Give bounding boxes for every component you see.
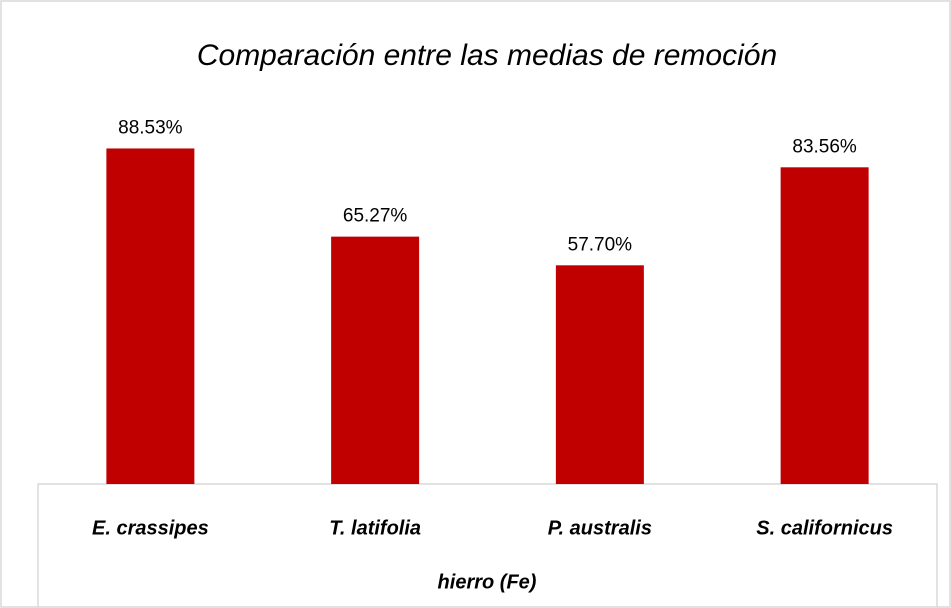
value-label: 88.53%: [118, 117, 183, 138]
value-label: 83.56%: [792, 136, 857, 157]
bar: [331, 236, 420, 484]
x-axis-title: hierro (Fe): [438, 571, 537, 593]
bar: [555, 265, 644, 484]
bar: [780, 167, 869, 484]
x-tick-label: T. latifolia: [329, 517, 421, 539]
value-label: 65.27%: [343, 206, 408, 227]
x-tick-label: P. australis: [548, 517, 652, 539]
x-tick-label: S. californicus: [756, 517, 893, 539]
value-label: 57.70%: [568, 234, 633, 255]
category-table: [37, 483, 938, 608]
x-tick-label: E. crassipes: [92, 517, 209, 539]
bar: [106, 148, 195, 484]
chart-title: Comparación entre las medias de remoción: [197, 39, 777, 72]
